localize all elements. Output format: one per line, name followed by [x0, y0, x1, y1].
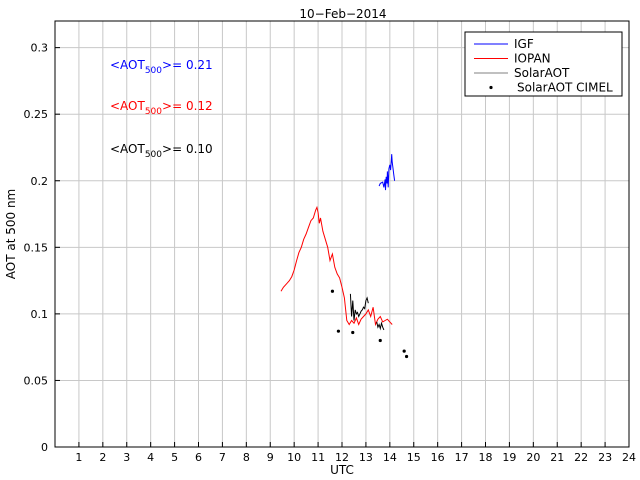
y-tick-label: 0.15 [24, 241, 49, 254]
x-tick-label: 19 [502, 451, 516, 464]
x-tick-label: 2 [99, 451, 106, 464]
y-tick-label: 0.2 [31, 175, 49, 188]
mean-annotations: <AOT500>= 0.21 <AOT500>= 0.12 <AOT500>= 0.… [110, 58, 213, 160]
legend-label: IOPAN [514, 52, 551, 66]
x-tick-label: 18 [479, 451, 493, 464]
x-tick-label: 3 [123, 451, 130, 464]
x-tick-label: 7 [219, 451, 226, 464]
series-solaraot-cimel-point [404, 354, 409, 359]
y-tick-label: 0.1 [31, 308, 49, 321]
x-tick-label: 16 [431, 451, 445, 464]
legend-label: SolarAOT [514, 66, 570, 80]
series-layer [280, 154, 409, 359]
legend-box [464, 31, 623, 97]
x-tick-label: 1 [75, 451, 82, 464]
legend-label: SolarAOT CIMEL [517, 81, 613, 95]
series-solaraot-cimel-point [336, 329, 341, 333]
x-tick-label: 21 [550, 451, 564, 464]
x-tick-label: 6 [195, 451, 202, 464]
x-tick-label: 17 [455, 451, 469, 464]
mean-annotation: <AOT500>= 0.12 [110, 99, 213, 117]
x-tick-label: 13 [359, 451, 373, 464]
mean-annotation: <AOT500>= 0.10 [110, 142, 213, 160]
x-tick-label: 24 [622, 451, 636, 464]
series-solaraot-line [376, 321, 385, 331]
legend-swatch [489, 85, 493, 90]
x-tick-label: 12 [335, 451, 349, 464]
y-axis-label: AOT at 500 nm [4, 189, 18, 279]
x-tick-label: 8 [243, 451, 250, 464]
series-solaraot-cimel-point [378, 338, 382, 343]
x-tick-label: 23 [598, 451, 612, 464]
y-tick-label: 0.25 [24, 108, 49, 121]
series-solaraot-line [349, 293, 369, 321]
x-tick-label: 9 [267, 451, 274, 464]
axis-ticks: 1 2 3 4 5 6 7 8 9 10 11 12 13 14 15 16 17 18 19 20 21 22 23 240… [24, 42, 637, 464]
chart-title: 10−Feb−2014 [299, 7, 386, 21]
x-tick-label: 14 [383, 451, 397, 464]
y-tick-label: 0.3 [31, 42, 49, 55]
series-solaraot-cimel-point [351, 330, 355, 335]
x-tick-label: 4 [147, 451, 154, 464]
y-tick-label: 0.05 [24, 374, 49, 387]
x-tick-label: 10 [287, 451, 301, 464]
series-solaraot-cimel-point [402, 349, 406, 353]
y-tick-label: 0 [41, 441, 48, 454]
series-solaraot-cimel-point [330, 289, 335, 293]
x-tick-label: 22 [574, 451, 588, 464]
series-iopan-line [280, 205, 393, 327]
x-axis-label: UTC [330, 463, 354, 477]
legend-label: IGF [514, 37, 534, 51]
x-tick-label: 11 [311, 451, 325, 464]
x-tick-label: 15 [407, 451, 421, 464]
grid-lines [55, 21, 630, 448]
mean-annotation: <AOT500>= 0.21 [110, 58, 213, 76]
series-igf-line [378, 154, 396, 191]
x-tick-label: 5 [171, 451, 178, 464]
x-tick-label: 20 [526, 451, 540, 464]
